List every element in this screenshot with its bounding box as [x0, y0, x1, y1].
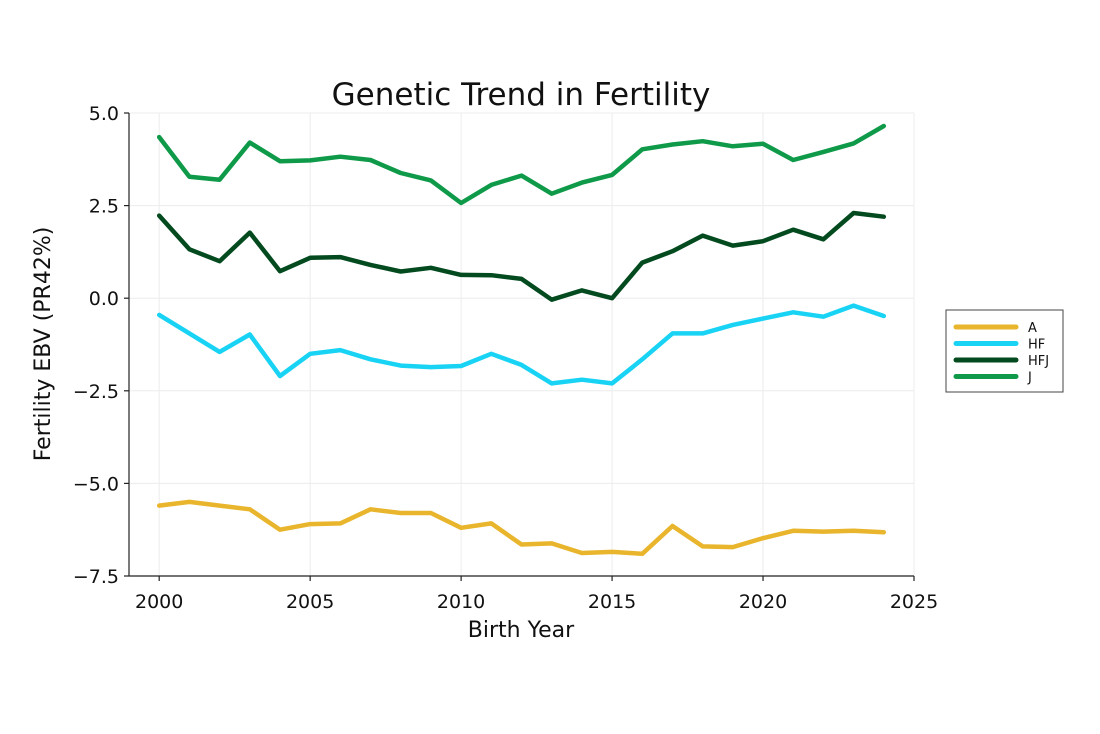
y-tick-label: −2.5 — [73, 381, 119, 403]
series-line-a — [156, 499, 887, 557]
x-axis-label: Birth Year — [468, 618, 575, 643]
legend-label-hf: HF — [1028, 338, 1045, 353]
y-axis-label: Fertility EBV (PR42%) — [31, 227, 56, 462]
x-tick-label: 2025 — [890, 591, 938, 613]
y-tick-label: 2.5 — [89, 196, 119, 218]
chart-title: Genetic Trend in Fertility — [332, 77, 711, 113]
x-tick-label: 2005 — [286, 591, 334, 613]
series-line-j — [156, 123, 887, 206]
legend-label-hfj: HFJ — [1028, 354, 1049, 369]
series-line-hfj — [156, 210, 887, 302]
y-tick-label: −5.0 — [73, 473, 119, 495]
legend-box — [945, 309, 1064, 393]
legend-label-j: J — [1027, 371, 1032, 386]
axes — [124, 112, 915, 581]
y-tick-labels: 5.0 2.5 0.0 −2.5 −5.0 −7.5 — [73, 103, 119, 588]
x-tick-label: 2000 — [135, 591, 183, 613]
x-tick-label: 2015 — [588, 591, 636, 613]
legend-label-a: A — [1028, 321, 1037, 336]
x-tick-labels: 2000 2005 2010 2015 2020 2025 — [135, 591, 938, 613]
y-tick-label: 0.0 — [89, 288, 119, 310]
gridlines — [129, 112, 915, 577]
series-lines — [156, 123, 887, 557]
y-tick-label: 5.0 — [89, 103, 119, 125]
x-tick-label: 2020 — [739, 591, 787, 613]
x-tick-label: 2010 — [437, 591, 485, 613]
y-tick-label: −7.5 — [73, 566, 119, 588]
series-line-hf — [156, 303, 887, 386]
